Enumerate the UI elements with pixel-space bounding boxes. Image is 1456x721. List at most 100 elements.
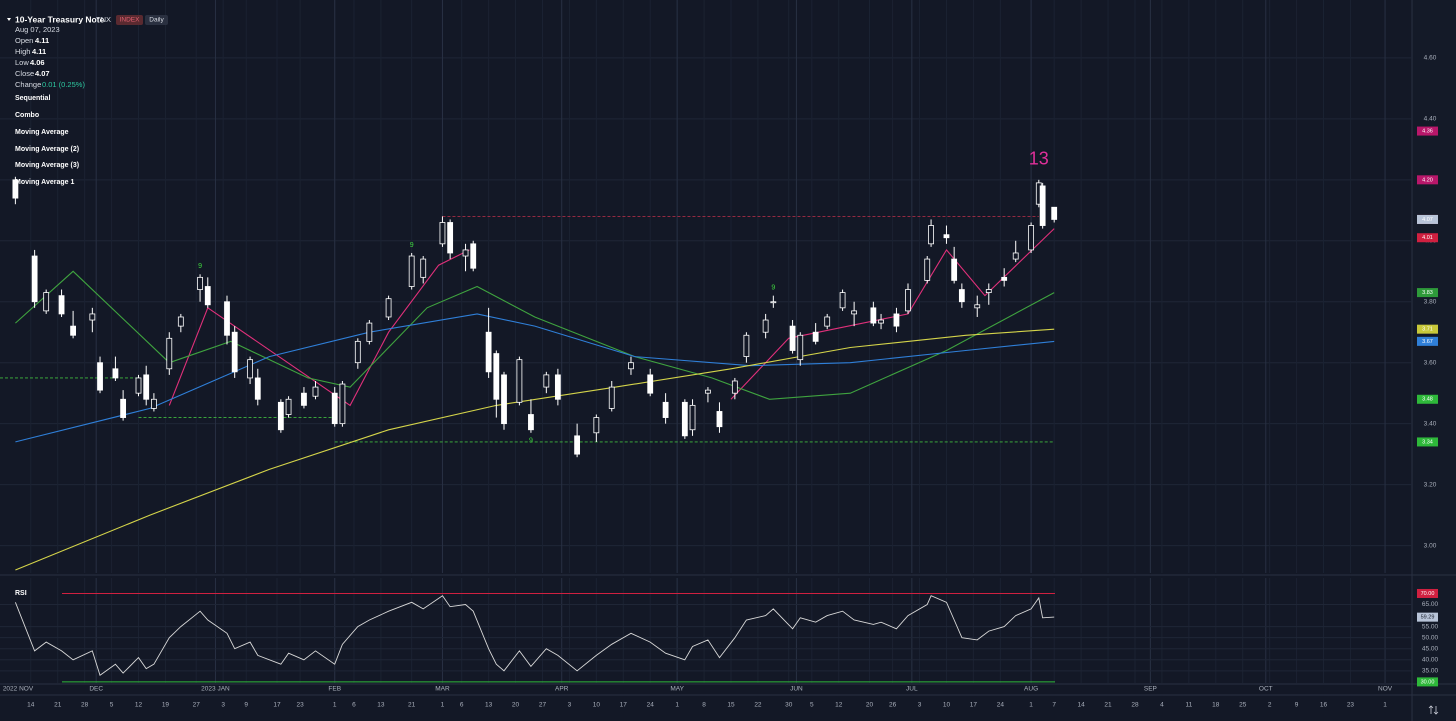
sequential-count: 13 (1029, 149, 1049, 169)
price-label: 4.07 (1422, 217, 1433, 223)
x-tick-label: 1 (1383, 702, 1387, 709)
indicator-name[interactable]: Combo (15, 112, 39, 119)
candle-body (1039, 185, 1046, 226)
rsi-label-bg (1417, 677, 1438, 687)
candle-body (89, 313, 96, 321)
candle-body (177, 316, 184, 327)
x-tick-label: 13 (485, 702, 493, 709)
scale-toggle[interactable] (1428, 705, 1439, 715)
x-tick-label: 1 (675, 702, 679, 709)
rsi-last-bg (1417, 612, 1438, 622)
rsi-tick-label: 50.00 (1422, 634, 1439, 641)
x-tick-label: 16 (1320, 702, 1328, 709)
candle-body (408, 255, 415, 287)
x-tick-label: 17 (970, 702, 978, 709)
price-label: 4.20 (1422, 177, 1433, 183)
x-tick-label: 1 (333, 702, 337, 709)
candle-body (247, 359, 253, 379)
candle-body (608, 386, 615, 409)
candle-body (204, 286, 211, 306)
x-tick-label: 3 (221, 702, 225, 709)
month-label: JUN (790, 686, 803, 693)
rsi-label: 30.00 (1421, 679, 1435, 685)
candle-body (231, 331, 238, 373)
candle-body (943, 234, 950, 239)
candle-body (493, 353, 500, 400)
candle-body (528, 414, 534, 431)
candle-body (150, 398, 157, 409)
price-label-bg (1417, 175, 1438, 185)
x-tick-label: 30 (785, 702, 793, 709)
indicator-name[interactable]: Moving Average (2) (15, 146, 79, 153)
candle-body (893, 313, 900, 327)
candle-body (870, 307, 877, 324)
x-tick-label: 23 (1347, 702, 1355, 709)
candle-body (628, 362, 634, 370)
x-tick-label: 23 (296, 702, 304, 709)
candle-body (928, 225, 934, 245)
month-label: 2022 NOV (3, 686, 34, 693)
candle-body (705, 389, 711, 394)
candle-body (924, 258, 931, 281)
candle-body (501, 374, 507, 425)
month-label: APR (555, 686, 569, 693)
candle-body (1012, 252, 1019, 260)
candle-body (43, 292, 50, 312)
price-label-bg (1417, 437, 1438, 447)
y-tick-label: 3.00 (1424, 542, 1437, 549)
y-tick-label: 4.40 (1424, 116, 1437, 123)
candle-body (516, 359, 523, 403)
y-tick-label: 3.80 (1424, 298, 1437, 305)
x-tick-label: 17 (620, 702, 628, 709)
candle-body (197, 276, 203, 290)
indicator-name[interactable]: Moving Average (15, 129, 69, 136)
candle-body (812, 331, 819, 342)
candle-body (789, 325, 796, 351)
header: 10-Year Treasury Note TNX INDEX Daily Au… (7, 14, 168, 597)
x-tick-label: 18 (1212, 702, 1220, 709)
indicator-name[interactable]: Moving Average (3) (15, 162, 79, 169)
x-tick-label: 2 (1268, 702, 1272, 709)
candle-body (354, 340, 361, 364)
price-label-bg (1417, 336, 1438, 346)
price-label-bg (1417, 126, 1438, 136)
legend-field: High (15, 47, 30, 56)
badge: Daily (149, 17, 164, 24)
candle-body (851, 310, 858, 315)
legend-value: 4.11 (32, 47, 46, 56)
rsi-last-label: 59.29 (1421, 615, 1435, 621)
candle-body (301, 392, 307, 406)
legend-value: 4.11 (35, 36, 49, 45)
x-tick-label: 21 (54, 702, 62, 709)
scale-icon[interactable] (1428, 705, 1439, 715)
candle-body (824, 316, 831, 327)
rsi-tick-label: 40.00 (1422, 657, 1439, 664)
candle-body (339, 383, 346, 425)
month-label: NOV (1378, 686, 1393, 693)
candle-body (958, 289, 965, 303)
price-label: 4.36 (1422, 129, 1433, 135)
y-tick-label: 3.20 (1424, 481, 1437, 488)
collapse-icon[interactable] (7, 18, 11, 21)
x-tick-label: 12 (835, 702, 843, 709)
price-label: 3.34 (1422, 439, 1433, 445)
x-tick-label: 7 (1052, 702, 1056, 709)
candle-body (985, 289, 992, 293)
indicator-name[interactable]: Moving Average 1 (15, 179, 74, 186)
rsi-tick-label: 65.00 (1422, 601, 1439, 608)
month-label: OCT (1259, 686, 1273, 693)
x-tick-label: 21 (408, 702, 416, 709)
x-tick-label: 26 (889, 702, 897, 709)
x-tick-label: 19 (162, 702, 170, 709)
x-tick-label: 22 (754, 702, 762, 709)
indicator-name[interactable]: Sequential (15, 95, 50, 102)
price-label-bg (1417, 324, 1438, 334)
candle-body (385, 298, 392, 318)
x-tick-label: 9 (1295, 702, 1299, 709)
candle-body (439, 222, 446, 245)
y-tick-label: 4.60 (1424, 55, 1437, 62)
x-tick-label: 5 (810, 702, 814, 709)
rsi-tick-label: 55.00 (1422, 623, 1439, 630)
candle-body (420, 258, 427, 278)
candle-body (285, 398, 292, 415)
